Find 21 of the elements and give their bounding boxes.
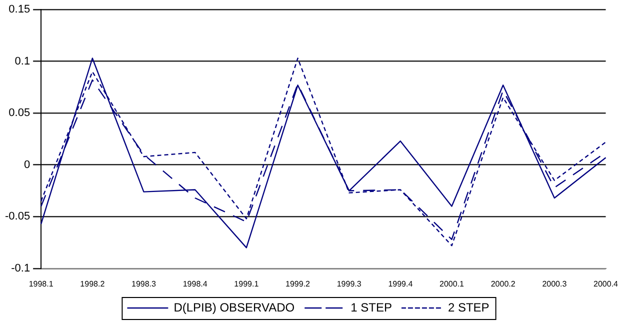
y-tick-label: 0.1 [14,55,30,68]
legend-label: D(LPIB) OBSERVADO [174,300,295,314]
legend-label: 2 STEP [448,300,490,314]
x-tick-label: 1999.1 [234,279,260,288]
x-tick-label: 2000.4 [594,279,619,288]
y-tick-label: 0.05 [8,107,30,120]
x-tick-label: 2000.3 [542,279,568,288]
y-tick-label: 0.15 [8,4,30,16]
x-tick-label: 1999.3 [336,279,362,288]
x-tick-label: 1999.2 [286,279,311,288]
x-tick-label: 1998.3 [132,279,157,288]
x-tick-label: 1998.1 [28,279,54,288]
x-tick-label: 2000.2 [490,279,516,288]
x-tick-label: 1999.4 [388,279,414,288]
y-tick-label: -0.05 [4,210,30,223]
legend-label: 1 STEP [350,300,392,314]
y-tick-label: 0 [24,158,30,171]
x-tick-label: 1998.2 [80,279,106,288]
y-tick-label: -0.1 [11,262,30,274]
x-tick-label: 1998.4 [182,279,208,288]
x-tick-label: 2000.1 [440,279,465,288]
